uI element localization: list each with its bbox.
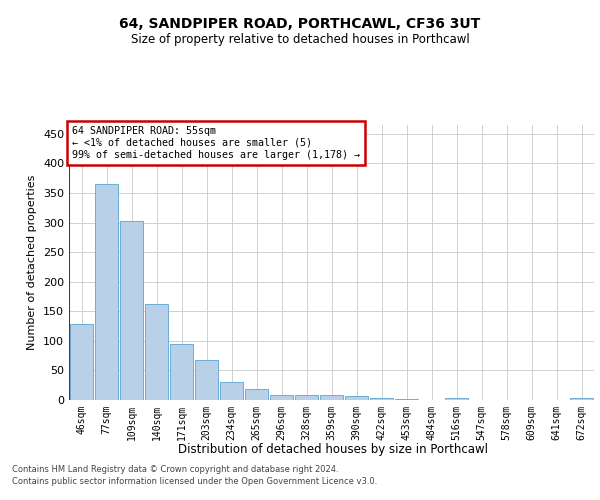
Bar bbox=[145, 304, 169, 400]
Text: 64, SANDPIPER ROAD, PORTHCAWL, CF36 3UT: 64, SANDPIPER ROAD, PORTHCAWL, CF36 3UT bbox=[119, 18, 481, 32]
Bar bbox=[70, 324, 94, 400]
Bar bbox=[344, 396, 368, 400]
Bar bbox=[119, 221, 143, 400]
Text: 64 SANDPIPER ROAD: 55sqm
← <1% of detached houses are smaller (5)
99% of semi-de: 64 SANDPIPER ROAD: 55sqm ← <1% of detach… bbox=[71, 126, 359, 160]
Bar bbox=[370, 398, 394, 400]
Bar bbox=[95, 184, 118, 400]
Bar bbox=[320, 396, 343, 400]
Bar bbox=[295, 396, 319, 400]
Bar bbox=[395, 399, 418, 400]
Text: Size of property relative to detached houses in Porthcawl: Size of property relative to detached ho… bbox=[131, 32, 469, 46]
Bar bbox=[170, 344, 193, 400]
Y-axis label: Number of detached properties: Number of detached properties bbox=[28, 175, 37, 350]
Bar bbox=[194, 360, 218, 400]
Text: Contains HM Land Registry data © Crown copyright and database right 2024.: Contains HM Land Registry data © Crown c… bbox=[12, 466, 338, 474]
Bar bbox=[245, 390, 268, 400]
Bar bbox=[445, 398, 469, 400]
Bar bbox=[269, 394, 293, 400]
Text: Contains public sector information licensed under the Open Government Licence v3: Contains public sector information licen… bbox=[12, 477, 377, 486]
Bar bbox=[569, 398, 593, 400]
Bar bbox=[220, 382, 244, 400]
Text: Distribution of detached houses by size in Porthcawl: Distribution of detached houses by size … bbox=[178, 442, 488, 456]
